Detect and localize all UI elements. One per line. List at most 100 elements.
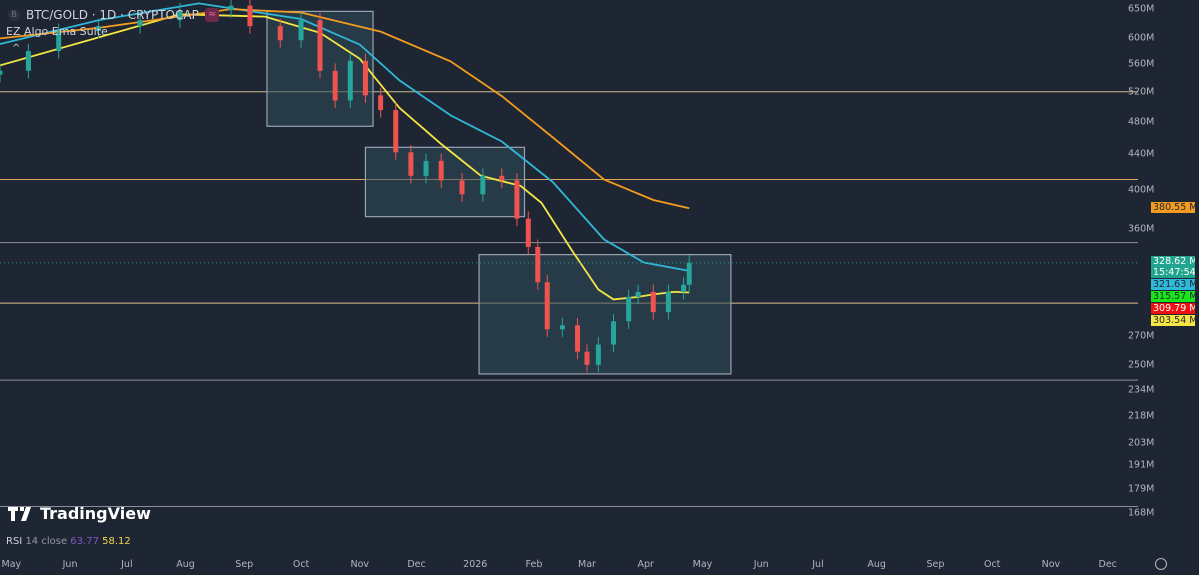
price-badge: 315.57 M <box>1151 291 1195 302</box>
price-badge: 380.55 M <box>1151 202 1195 213</box>
candle-body <box>423 160 429 176</box>
rsi-name: RSI <box>6 536 23 547</box>
candle-body <box>525 218 531 247</box>
candle-body <box>298 20 304 41</box>
price-tick-label: 480M <box>1128 116 1155 128</box>
price-badge: 309.79 M <box>1151 303 1195 314</box>
rsi-legend[interactable]: RSI 14 close 63.77 58.12 <box>6 536 131 548</box>
time-tick-label: Dec <box>407 559 426 570</box>
price-badge-value: 328.62 M <box>1153 256 1195 267</box>
price-tick-label: 218M <box>1128 410 1155 422</box>
price-tick-label: 168M <box>1128 507 1155 519</box>
candle-body <box>177 10 183 21</box>
candle-body <box>438 160 444 181</box>
bar-countdown: 15:47:54 <box>1153 267 1195 278</box>
price-tick-label: 560M <box>1128 58 1155 70</box>
candle-body <box>665 291 671 313</box>
time-tick-label: Dec <box>1098 559 1117 570</box>
candle-body <box>575 325 581 352</box>
time-tick-label: Sep <box>235 559 254 570</box>
rsi-ma-value: 58.12 <box>102 536 131 547</box>
time-tick-label: Aug <box>176 559 195 570</box>
time-tick-label: Sep <box>926 559 945 570</box>
candle-body <box>686 262 692 285</box>
compare-icon[interactable]: ≈ <box>204 8 220 22</box>
price-tick-label: 234M <box>1128 384 1155 396</box>
price-badge: 328.62 M 15:47:54 <box>1151 256 1195 278</box>
candle-body <box>95 26 101 31</box>
time-tick-label: Aug <box>867 559 886 570</box>
price-tick-label: 191M <box>1128 459 1155 471</box>
tradingview-logo[interactable]: TradingView <box>8 504 151 523</box>
symbol-title: BTC/GOLD · 1D · CRYPTOCAP <box>26 8 199 22</box>
price-badge: 303.54 M <box>1151 315 1195 326</box>
time-tick-label: Nov <box>1041 559 1061 570</box>
price-tick-label: 600M <box>1128 32 1155 44</box>
rsi-value: 63.77 <box>70 536 99 547</box>
settings-gear-icon[interactable] <box>1155 558 1167 570</box>
time-tick-label: May <box>692 559 713 570</box>
price-badge-value: 309.79 M <box>1153 303 1195 314</box>
candle-body <box>25 51 31 71</box>
time-tick-label: May <box>1 559 22 570</box>
candle-body <box>480 175 486 195</box>
range-box <box>364 146 526 218</box>
candle-body <box>56 30 62 52</box>
time-tick-label: Nov <box>350 559 370 570</box>
time-tick-label: 2026 <box>463 559 488 570</box>
candle-body <box>317 20 323 71</box>
candle-body <box>635 291 641 297</box>
collapse-chevron-icon[interactable]: ^ <box>12 43 21 54</box>
candle-body <box>544 282 550 330</box>
candle-body <box>626 296 632 322</box>
rsi-params: 14 close <box>25 536 68 547</box>
symbol-logo-icon: B <box>8 9 20 21</box>
tradingview-logo-icon <box>8 506 31 521</box>
time-tick-label: Mar <box>578 559 596 570</box>
price-badge-value: 380.55 M <box>1153 202 1195 213</box>
time-tick-label: Jul <box>812 559 824 570</box>
candle-body <box>650 291 656 313</box>
candle-body <box>362 60 368 96</box>
candle-body <box>408 152 414 176</box>
candle-body <box>595 344 601 365</box>
time-tick-label: Oct <box>292 559 310 570</box>
candle-body <box>514 180 520 219</box>
price-tick-label: 400M <box>1128 184 1155 196</box>
time-tick-label: Feb <box>525 559 543 570</box>
candle-body <box>393 110 399 153</box>
candle-body <box>559 325 565 330</box>
time-tick-label: Oct <box>983 559 1001 570</box>
time-tick-label: Jun <box>62 559 78 570</box>
candle-body <box>610 321 616 345</box>
candle-body <box>584 351 590 365</box>
price-tick-label: 520M <box>1128 86 1155 98</box>
price-chart[interactable] <box>0 0 1138 536</box>
symbol-legend[interactable]: B BTC/GOLD · 1D · CRYPTOCAP ≈ <box>8 8 220 22</box>
candle-body <box>332 70 338 101</box>
indicator-name[interactable]: EZ Algo Ema Suite <box>6 25 108 38</box>
price-badge-value: 315.57 M <box>1153 291 1195 302</box>
range-box <box>478 254 732 375</box>
candle-body <box>499 175 505 181</box>
candle-body <box>228 5 234 11</box>
ema-line <box>0 2 690 272</box>
price-tick-label: 179M <box>1128 483 1155 495</box>
candle-body <box>459 180 465 195</box>
price-tick-label: 360M <box>1128 223 1155 235</box>
tradingview-logo-text: TradingView <box>40 504 151 523</box>
price-badge-value: 303.54 M <box>1153 315 1195 326</box>
ema-line <box>0 8 690 210</box>
candle-body <box>535 246 541 283</box>
candle-body <box>681 284 687 292</box>
price-tick-label: 650M <box>1128 3 1155 14</box>
candle-body <box>378 95 384 111</box>
time-tick-label: Jul <box>121 559 133 570</box>
candle-body <box>0 70 3 75</box>
time-tick-label: Apr <box>637 559 654 570</box>
price-tick-label: 440M <box>1128 148 1155 160</box>
price-tick-label: 250M <box>1128 359 1155 371</box>
candle-body <box>247 5 253 27</box>
price-badge-value: 321.63 M <box>1153 279 1195 290</box>
candle-body <box>347 60 353 101</box>
